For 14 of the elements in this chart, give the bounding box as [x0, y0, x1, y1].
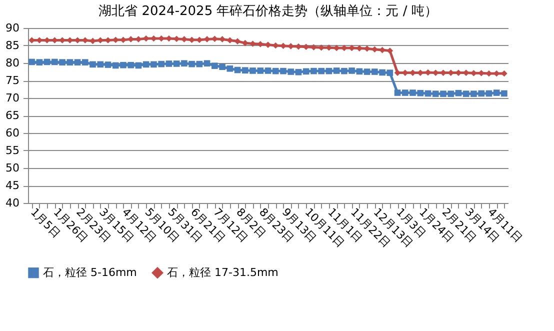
- y-tick-label: 50: [6, 162, 20, 174]
- y-tick-label: 90: [6, 22, 20, 34]
- y-tick-label: 65: [6, 109, 20, 122]
- y-tick-label: 55: [6, 144, 20, 157]
- legend-label: 石，粒径 5-16mm: [43, 266, 137, 279]
- chart-title: 湖北省 2024-2025 年碎石价格走势（纵轴单位：元 / 吨）: [98, 4, 438, 19]
- y-tick-label: 60: [6, 126, 20, 140]
- y-tick-label: 75: [6, 74, 20, 87]
- y-tick-label: 80: [6, 56, 20, 70]
- y-tick-label: 70: [6, 92, 20, 104]
- y-tick-label: 45: [6, 179, 20, 192]
- y-tick-label: 85: [6, 39, 20, 52]
- y-tick-label: 40: [6, 196, 20, 210]
- legend-label: 石，粒径 17-31.5mm: [167, 266, 278, 279]
